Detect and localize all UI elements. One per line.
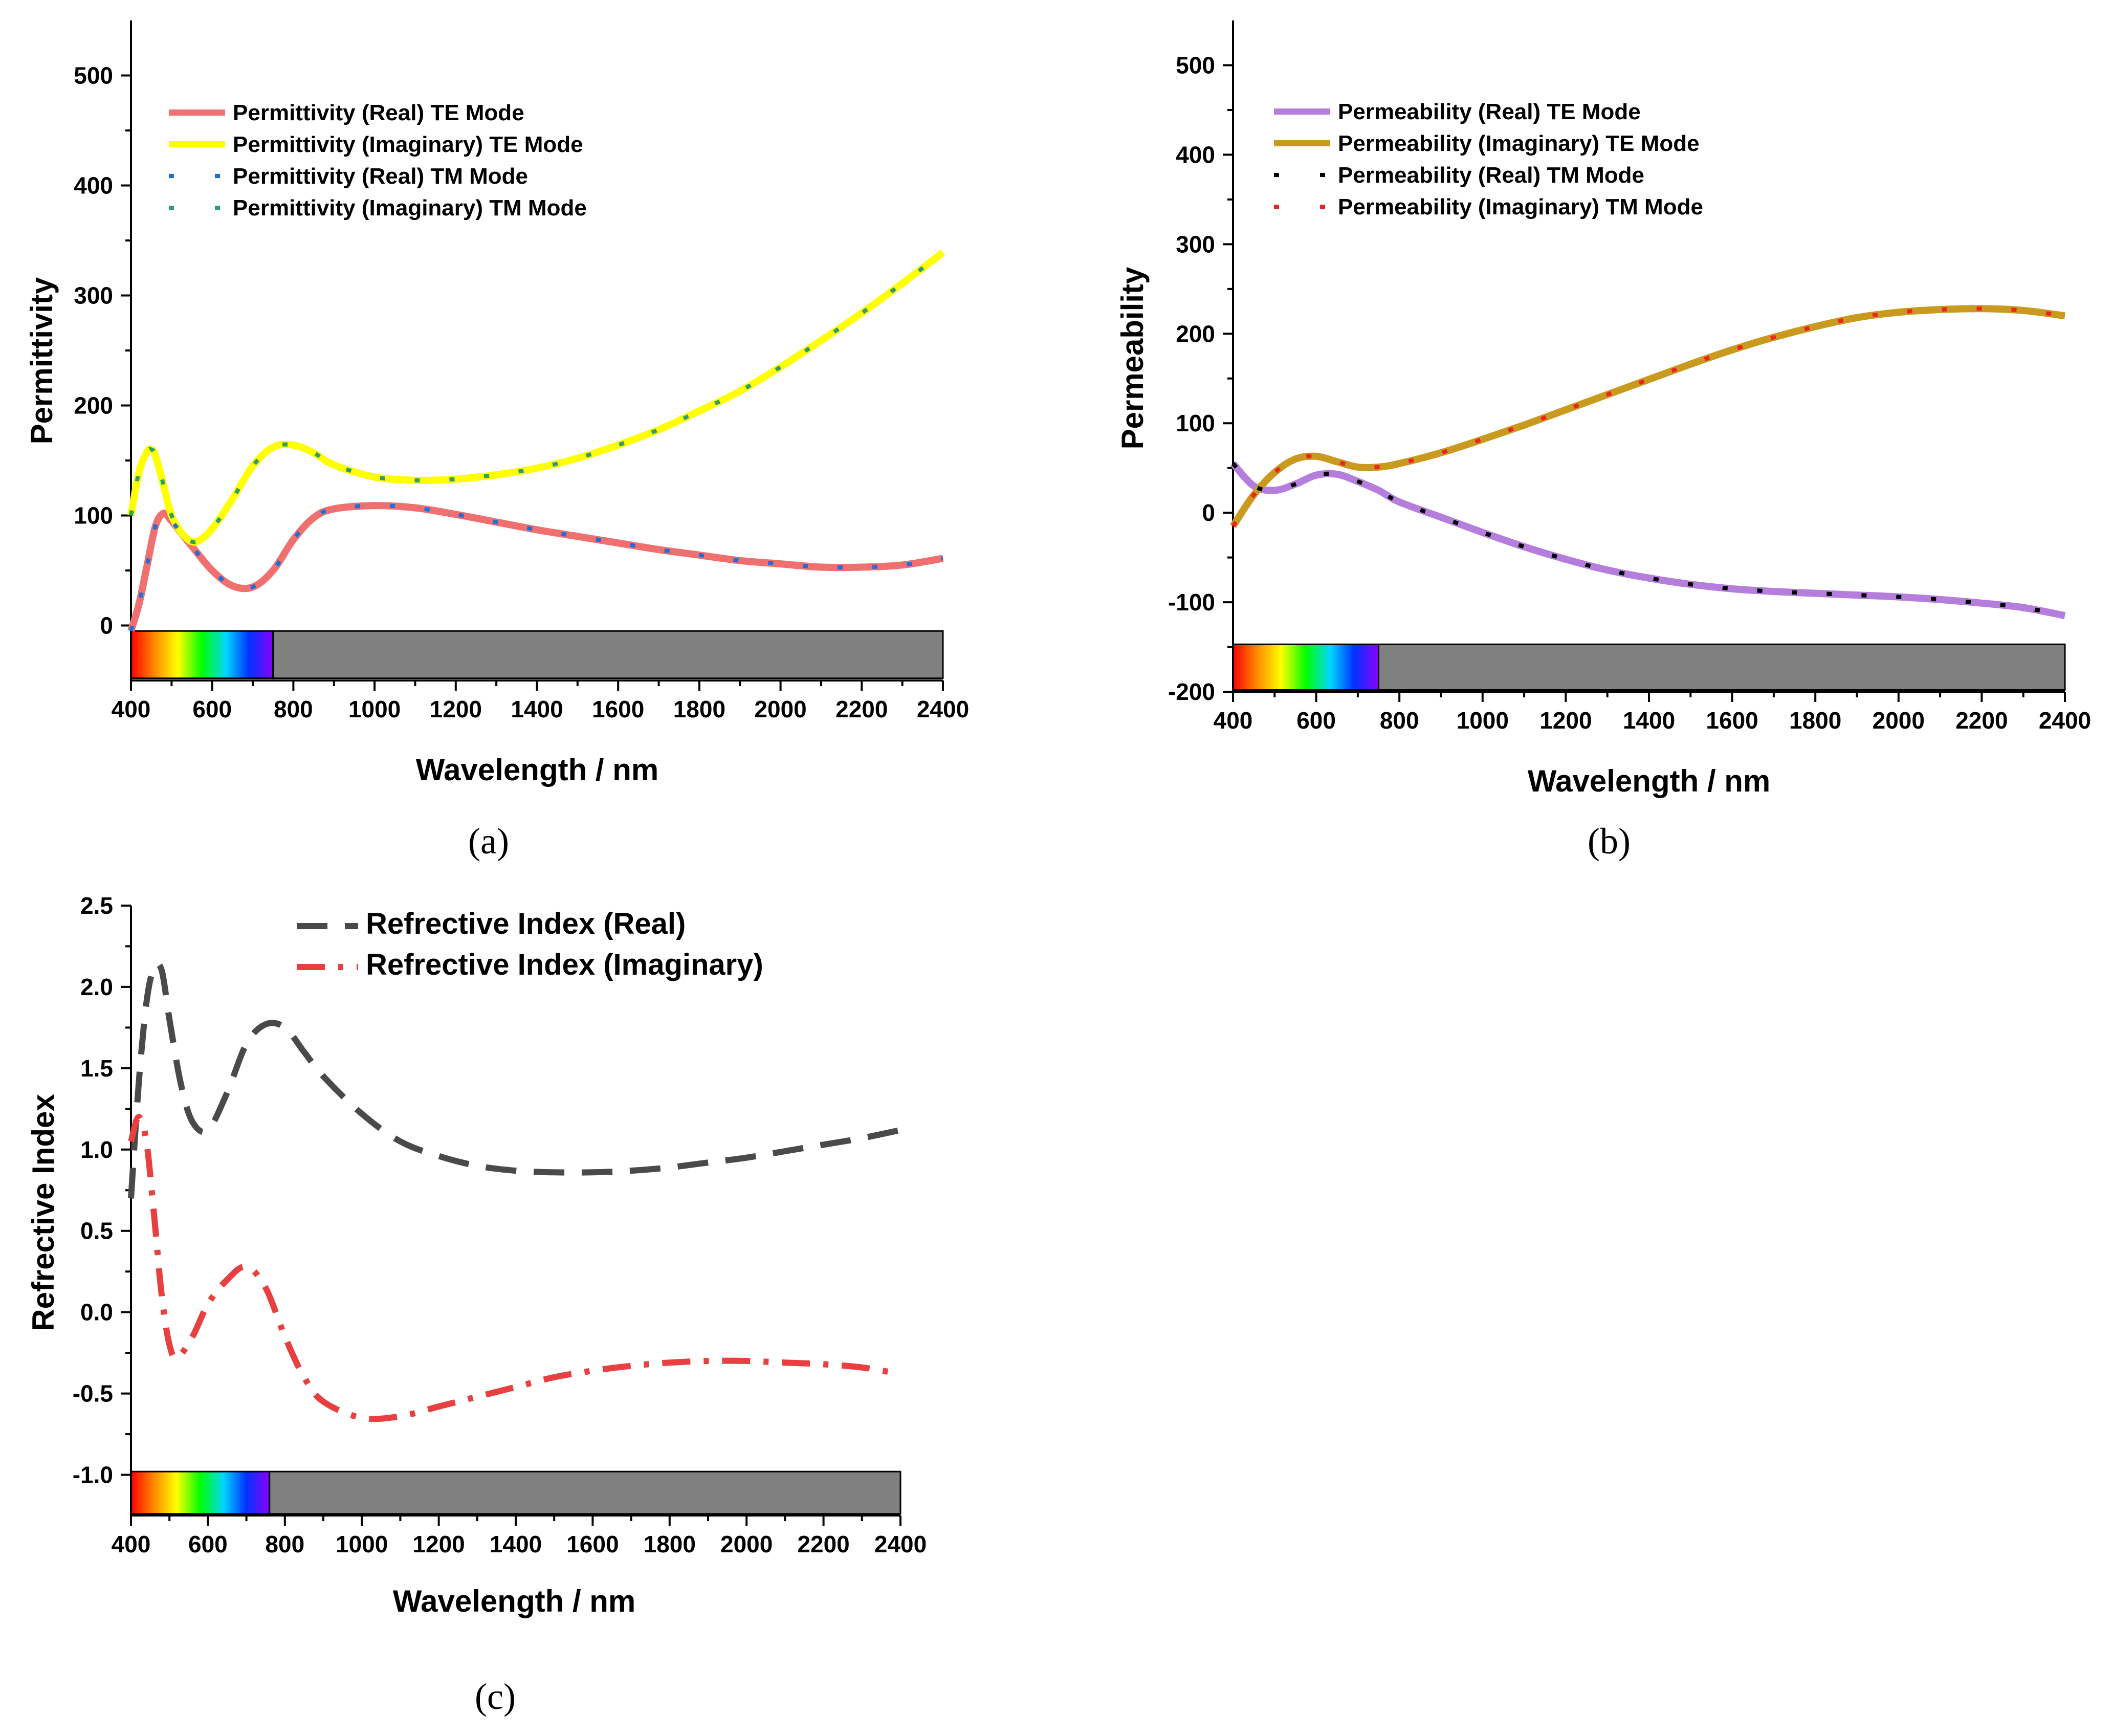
chart-a-y-tick-label: 400 bbox=[74, 172, 113, 199]
chart-b-spectrum-infrared bbox=[1378, 643, 2066, 691]
chart-a-spectrum-infrared bbox=[272, 630, 944, 679]
chart-a-x-tick-label: 600 bbox=[192, 696, 232, 722]
chart-b-x-tick-label: 2200 bbox=[1955, 707, 2008, 734]
chart-a-x-tick-label: 1800 bbox=[673, 696, 725, 722]
chart-b-y-tick-label: 400 bbox=[1176, 141, 1215, 168]
chart-b-y-tick-label: 300 bbox=[1176, 231, 1215, 257]
chart-c-xlabel: Wavelength / nm bbox=[393, 1584, 636, 1618]
chart-b-series-line-1 bbox=[1230, 461, 2066, 620]
chart-panel-a: Wavelength / nm Permittivity (a) 400 600 8… bbox=[25, 20, 969, 862]
chart-a-legend-label: Permittivity (Real) TM Mode bbox=[233, 164, 528, 189]
chart-a-y-tick-label: 100 bbox=[74, 502, 113, 529]
chart-c-y-tick-label: 1.0 bbox=[80, 1136, 113, 1163]
chart-a-x-tick-label: 800 bbox=[274, 696, 313, 722]
chart-a-series-line-2 bbox=[127, 250, 945, 546]
chart-c-x-tick-label: 1800 bbox=[644, 1531, 696, 1557]
chart-c-y-tick-label: -0.5 bbox=[73, 1380, 113, 1407]
chart-c-x-tick-label: 800 bbox=[265, 1531, 304, 1557]
chart-c-x-tick-label: 2200 bbox=[797, 1531, 849, 1557]
chart-c-x-tick-label: 1200 bbox=[412, 1531, 465, 1557]
chart-a-y-tick-label: 0 bbox=[100, 612, 113, 639]
chart-a-y-tick-label: 200 bbox=[74, 392, 113, 419]
chart-a-x-tick-label: 1000 bbox=[348, 696, 401, 722]
chart-c-spectrum-visible bbox=[130, 1470, 271, 1515]
chart-c-x-tick-label: 400 bbox=[112, 1531, 151, 1557]
chart-c-x-tick-label: 1000 bbox=[336, 1531, 388, 1557]
chart-c-ylabel: Refrective Index bbox=[26, 1094, 60, 1331]
chart-a-x-tick-label: 400 bbox=[112, 696, 151, 722]
chart-a-legend: Permittivity (Real) TE Mode Permittivity … bbox=[169, 100, 587, 221]
chart-b-series-line-3 bbox=[1231, 462, 2065, 618]
chart-panel-b: Wavelength / nm Permeability (b) 400 600 8… bbox=[1115, 20, 2091, 862]
chart-a-series-line-4 bbox=[129, 251, 944, 544]
chart-b-y-tick-label: 0 bbox=[1202, 499, 1215, 526]
chart-b-x-tick-label: 1600 bbox=[1706, 707, 1758, 734]
chart-c-y-tick-label: -1.0 bbox=[73, 1462, 113, 1488]
chart-a-series-line-3 bbox=[129, 503, 943, 632]
chart-c-y-tick-label: 2.5 bbox=[80, 892, 113, 919]
chart-c-x-tick-label: 600 bbox=[188, 1531, 228, 1557]
chart-c-x-tick-label: 2400 bbox=[874, 1531, 927, 1557]
chart-a-x-tick-label: 1600 bbox=[592, 696, 644, 722]
chart-a-x-tick-label: 2200 bbox=[835, 696, 888, 722]
chart-b-x-tick-label: 600 bbox=[1296, 707, 1336, 734]
chart-b-y-tick-label: 500 bbox=[1176, 52, 1215, 78]
chart-b-series-line-4 bbox=[1231, 306, 2065, 528]
chart-a-panel-label: (a) bbox=[468, 821, 509, 862]
chart-b-panel-label: (b) bbox=[1588, 821, 1631, 862]
chart-a-legend-label: Permittivity (Imaginary) TE Mode bbox=[233, 132, 583, 157]
chart-b-x-tick-label: 400 bbox=[1214, 707, 1253, 734]
chart-a-spectrum-visible bbox=[130, 630, 274, 679]
chart-c-spectrum-infrared bbox=[269, 1470, 901, 1515]
chart-a-xlabel: Wavelength / nm bbox=[416, 753, 659, 787]
chart-c-y-tick-label: 0.0 bbox=[80, 1299, 113, 1326]
chart-b-series-line-2 bbox=[1230, 305, 2065, 529]
chart-b-y-tick-label: 200 bbox=[1176, 320, 1215, 347]
chart-c-series-line-2 bbox=[128, 1114, 901, 1422]
chart-b-ylabel: Permeability bbox=[1115, 267, 1150, 449]
chart-c-legend-label: Refrective Index (Imaginary) bbox=[366, 948, 763, 981]
chart-a-x-tick-label: 2400 bbox=[917, 696, 969, 722]
chart-c-y-tick-label: 1.5 bbox=[80, 1055, 113, 1082]
chart-b-x-tick-label: 1800 bbox=[1789, 707, 1841, 734]
chart-b-legend-label: Permeability (Imaginary) TE Mode bbox=[1338, 131, 1700, 156]
chart-b-legend-label: Permeability (Imaginary) TM Mode bbox=[1338, 194, 1703, 219]
chart-c-panel-label: (c) bbox=[475, 1676, 516, 1717]
chart-b-y-tick-label: -200 bbox=[1168, 678, 1215, 705]
chart-b-x-tick-label: 1000 bbox=[1457, 707, 1509, 734]
chart-b-x-tick-label: 2000 bbox=[1873, 707, 1925, 734]
chart-c-legend: Refrective Index (Real) Refrective Index … bbox=[297, 907, 763, 981]
chart-a-ylabel: Permittivity bbox=[25, 277, 59, 444]
chart-a-legend-label: Permittivity (Imaginary) TM Mode bbox=[233, 195, 587, 221]
chart-a-y-tick-label: 300 bbox=[74, 282, 113, 309]
chart-a-legend-label: Permittivity (Real) TE Mode bbox=[233, 100, 524, 125]
chart-c-x-tick-label: 1600 bbox=[566, 1531, 619, 1557]
chart-b-x-tick-label: 2400 bbox=[2039, 707, 2091, 734]
chart-c-x-tick-label: 2000 bbox=[720, 1531, 773, 1557]
chart-c-series-line-1 bbox=[128, 960, 901, 1199]
chart-b-legend: Permeability (Real) TE Mode Permeability … bbox=[1274, 99, 1703, 219]
chart-a-x-tick-label: 1200 bbox=[430, 696, 482, 722]
chart-b-x-tick-label: 1200 bbox=[1539, 707, 1592, 734]
chart-b-legend-label: Permeability (Real) TM Mode bbox=[1338, 163, 1644, 188]
chart-b-y-tick-label: -100 bbox=[1168, 589, 1215, 616]
chart-a-y-tick-label: 500 bbox=[74, 62, 113, 89]
chart-a-x-tick-label: 1400 bbox=[511, 696, 563, 722]
chart-panel-c: Wavelength / nm Refrective Index (c) 400… bbox=[26, 892, 927, 1717]
chart-c-x-tick-label: 1400 bbox=[490, 1531, 542, 1557]
chart-a-series-line-1 bbox=[127, 502, 944, 632]
chart-c-legend-label: Refrective Index (Real) bbox=[366, 907, 686, 940]
chart-c-y-tick-label: 0.5 bbox=[80, 1218, 113, 1244]
chart-b-xlabel: Wavelength / nm bbox=[1528, 764, 1771, 798]
chart-a-x-tick-label: 2000 bbox=[754, 696, 806, 722]
chart-b-x-tick-label: 1400 bbox=[1623, 707, 1675, 734]
chart-b-y-tick-label: 100 bbox=[1176, 410, 1215, 436]
chart-b-legend-label: Permeability (Real) TE Mode bbox=[1338, 99, 1641, 124]
chart-c-y-tick-label: 2.0 bbox=[80, 974, 113, 1000]
chart-b-x-tick-label: 800 bbox=[1380, 707, 1419, 734]
chart-b-spectrum-visible bbox=[1232, 643, 1380, 691]
